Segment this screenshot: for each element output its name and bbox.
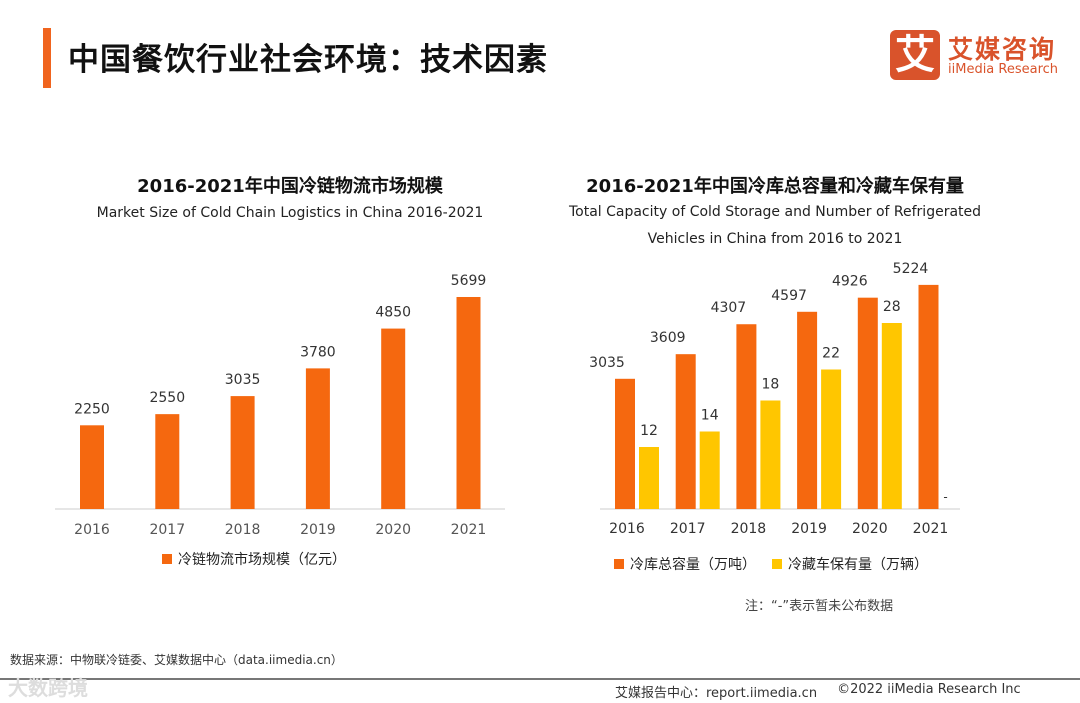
x-tick-label: 2019: [791, 521, 827, 537]
bar-cold-storage: [918, 284, 939, 509]
bar-cold-storage: [857, 297, 878, 509]
x-tick-label: 2021: [451, 522, 487, 538]
data-label: 2250: [74, 401, 110, 417]
legend-label: 冷链物流市场规模（亿元）: [178, 552, 346, 568]
data-source: 数据来源：中物联冷链委、艾媒数据中心（data.iimedia.cn）: [10, 653, 343, 667]
note: 注：“-”表示暂未公布数据: [745, 599, 894, 614]
data-label: 5224: [893, 261, 929, 277]
data-label: 3035: [225, 372, 261, 388]
chart1-title: 2016-2021年中国冷链物流市场规模: [137, 176, 443, 197]
legend-label: 冷藏车保有量（万辆）: [788, 557, 928, 573]
data-label: 4926: [832, 274, 868, 290]
logo-cn: 艾媒咨询: [948, 35, 1057, 64]
footer: 艾媒报告中心：report.iimedia.cn ©2022 iiMedia R…: [615, 682, 1021, 701]
footer-report-link[interactable]: 艾媒报告中心：report.iimedia.cn: [615, 686, 818, 701]
bar: [456, 296, 481, 509]
bar: [80, 425, 104, 509]
x-tick-label: 2018: [731, 521, 767, 537]
data-label: 12: [640, 423, 658, 439]
bar-cold-storage: [615, 378, 635, 509]
data-label: 18: [761, 377, 779, 393]
x-tick-label: 2020: [852, 521, 888, 537]
bar-refrigerated-vehicles: [821, 369, 842, 509]
legend-swatch: [772, 559, 782, 569]
x-tick-label: 2021: [913, 521, 949, 537]
bar: [230, 396, 255, 509]
data-label: 22: [822, 346, 840, 362]
x-tick-label: 2017: [149, 522, 185, 538]
logo-en: iiMedia Research: [948, 62, 1059, 77]
data-label: 28: [883, 299, 901, 315]
bar-refrigerated-vehicles: [881, 323, 902, 509]
x-tick-label: 2018: [225, 522, 261, 538]
missing-data-mark: -: [943, 490, 947, 504]
bar-cold-storage: [675, 354, 696, 509]
bar: [381, 328, 406, 509]
footer-copyright: ©2022 iiMedia Research Inc: [837, 682, 1021, 697]
x-tick-label: 2017: [670, 521, 706, 537]
bar-refrigerated-vehicles: [639, 447, 659, 509]
data-label: 3609: [650, 330, 686, 346]
chart2-subtitle-1: Total Capacity of Cold Storage and Numbe…: [568, 204, 982, 220]
chart2-plot: 3035 12 2016 3609 14 2017 4307 18 2018 4597 22 2019…: [589, 261, 960, 537]
data-label: 2550: [149, 390, 185, 406]
bar-cold-storage: [797, 311, 818, 509]
data-label: 3035: [589, 355, 625, 371]
logo-mark: 艾: [890, 30, 940, 80]
title-accent-bar: [43, 28, 51, 88]
x-tick-label: 2020: [375, 522, 411, 538]
chart1-subtitle: Market Size of Cold Chain Logistics in C…: [96, 205, 484, 221]
data-label: 14: [701, 408, 719, 424]
footer-divider: [0, 678, 1080, 680]
chart1-legend: 冷链物流市场规模（亿元）: [162, 549, 346, 569]
data-label: 3780: [300, 344, 336, 360]
chart1-plot: 2250 2016 2550 2017 3035 2018 3780 2019 4850 2020…: [55, 273, 505, 538]
bar: [305, 368, 330, 509]
x-tick-label: 2016: [609, 521, 645, 537]
chart2-title: 2016-2021年中国冷库总容量和冷藏车保有量: [586, 176, 964, 197]
logo: 艾 艾媒咨询 iiMedia Research: [890, 30, 1065, 82]
x-tick-label: 2019: [300, 522, 336, 538]
page-title: 中国餐饮行业社会环境：技术因素: [68, 42, 548, 78]
chart2-subtitle-2: Vehicles in China from 2016 to 2021: [647, 231, 903, 247]
watermark: 大数跨境: [8, 676, 88, 700]
bar: [155, 414, 180, 509]
data-label: 5699: [451, 273, 487, 289]
chart2-legend: 冷库总容量（万吨） 冷藏车保有量（万辆）: [614, 554, 928, 574]
x-tick-label: 2016: [74, 522, 110, 538]
legend-label: 冷库总容量（万吨）: [630, 557, 756, 573]
legend-swatch: [162, 554, 172, 564]
data-label: 4597: [771, 288, 807, 304]
data-label: 4850: [375, 305, 411, 321]
data-label: 4307: [711, 300, 747, 316]
bar-refrigerated-vehicles: [760, 400, 781, 509]
bar-refrigerated-vehicles: [699, 431, 720, 509]
legend-swatch: [614, 559, 624, 569]
bar-cold-storage: [736, 324, 757, 509]
